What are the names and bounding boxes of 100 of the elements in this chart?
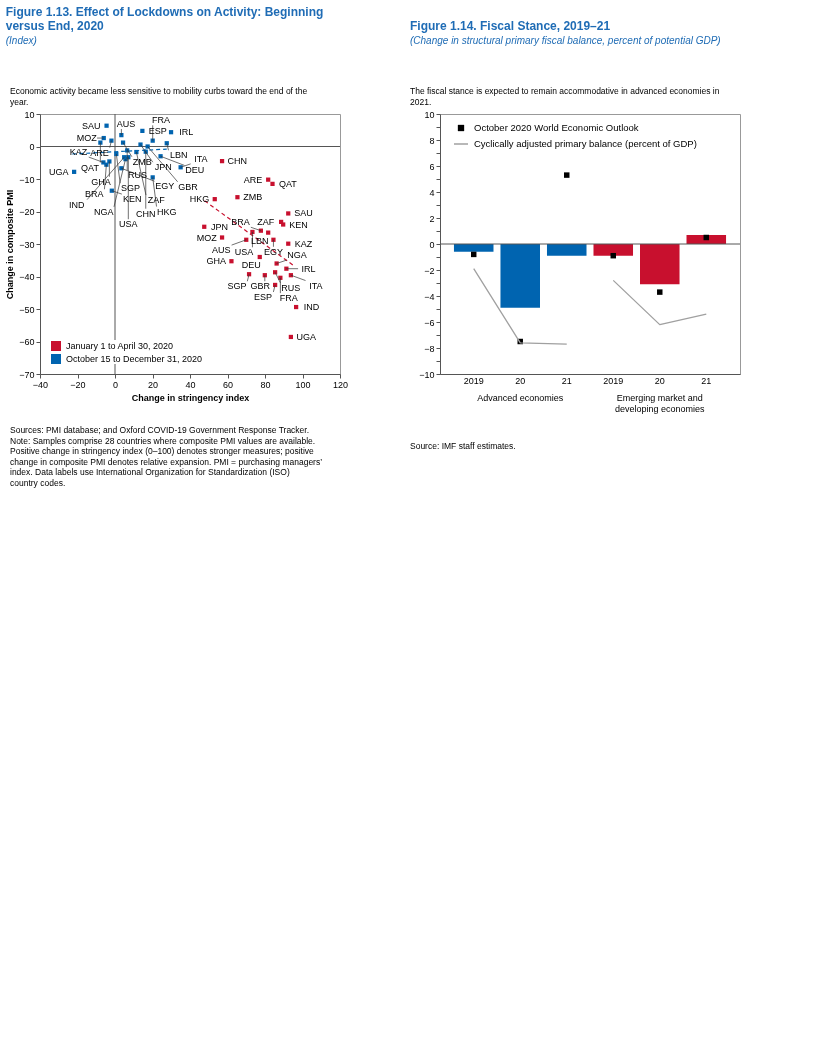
- x-tick-label: 40: [185, 379, 196, 390]
- x-tick-label: 2019: [603, 375, 624, 386]
- y-tick-label: −10: [419, 369, 435, 380]
- y-tick-label: 10: [24, 109, 35, 120]
- y-tick-label: −40: [19, 272, 35, 282]
- annotation: CHN: [136, 208, 156, 219]
- y-tick-label: −30: [19, 239, 35, 250]
- annotation: RUS: [281, 282, 301, 293]
- annotation: SAU: [82, 120, 101, 131]
- chart-title: Figure 1.13. Effect of Lockdowns on Activity: Beginning versus End, 2020: [5, 5, 324, 33]
- y-tick-label: −60: [19, 337, 35, 347]
- x-tick-label: −20: [70, 379, 86, 390]
- annotation: ARE: [243, 174, 263, 185]
- y-tick-label: 6: [429, 161, 435, 172]
- y-tick-label: −20: [19, 207, 35, 217]
- y-tick-label: −2: [424, 265, 435, 276]
- annotation: ZMB: [243, 192, 263, 203]
- y-tick-label: −6: [424, 317, 435, 328]
- annotation: IRL: [301, 263, 316, 274]
- annotation: FRA: [152, 115, 171, 126]
- annotation: QAT: [278, 178, 298, 189]
- annotation: EGY: [155, 181, 175, 192]
- annotation: IND: [303, 302, 320, 313]
- annotation: USA: [119, 219, 138, 230]
- annotation: KAZ: [69, 147, 88, 158]
- annotation: HKG: [189, 194, 210, 205]
- annotation: DEU: [241, 260, 261, 271]
- legend-label: Cyclically adjusted primary balance (percent of GDP): [474, 138, 697, 149]
- annotation: AUS: [116, 119, 136, 130]
- y-tick-label: 2: [429, 213, 435, 224]
- annotation: ZMB: [132, 156, 152, 167]
- annotation: IND: [69, 199, 86, 210]
- annotation: KAZ: [294, 238, 313, 249]
- y-tick-label: 8: [429, 135, 435, 146]
- chart-subtitle: (Change in structural primary fiscal balance, percent of potential GDP): [410, 35, 721, 46]
- x-tick-label: 80: [260, 379, 271, 390]
- y-axis-title: Change in composite PMI: [5, 189, 16, 300]
- x-tick-label: 20: [515, 375, 526, 386]
- text: Economic activity became less sensitive to mobility curbs toward the end of the year.: [10, 86, 308, 107]
- annotation: EGY: [263, 246, 283, 257]
- x-axis-title: Change in stringency index: [131, 392, 250, 403]
- annotation: ZAF: [257, 216, 275, 227]
- legend-label: January 1 to April 30, 2020: [66, 341, 174, 351]
- annotation: HKG: [157, 206, 177, 217]
- x-tick-label: 20: [147, 379, 159, 390]
- x-tick-label: 20: [654, 375, 665, 386]
- text: Emerging market and developing economies: [614, 393, 706, 414]
- annotation: BRA: [231, 217, 250, 228]
- annotation: NGA: [93, 206, 114, 217]
- annotation: LBN: [170, 150, 188, 161]
- annotation: KEN: [122, 194, 142, 205]
- x-tick-label: 120: [332, 379, 349, 390]
- annotation: AUS: [212, 245, 231, 256]
- source-note: Source: IMF staff estimates.: [410, 441, 516, 451]
- x-tick-label: 21: [561, 375, 572, 386]
- annotation: LBN: [250, 236, 269, 247]
- annotation: ARE: [90, 147, 109, 158]
- annotation: UGA: [296, 331, 316, 342]
- y-tick-label: 4: [429, 187, 435, 198]
- annotation: RUS: [128, 170, 148, 181]
- x-tick-label: 0: [112, 379, 119, 390]
- text: The fiscal stance is expected to remain accommodative in advanced economies in 2021.: [410, 86, 720, 107]
- annotation: JPN: [211, 221, 229, 232]
- y-tick-label: −8: [424, 343, 435, 354]
- annotation: UGA: [49, 166, 69, 177]
- annotation: DEU: [185, 165, 205, 176]
- annotation: IRL: [179, 127, 194, 138]
- annotation: BRA: [84, 189, 104, 200]
- annotation: SAU: [294, 208, 313, 219]
- annotation: MOZ: [196, 232, 218, 243]
- annotation: QAT: [81, 162, 100, 173]
- text: Advanced economies: [477, 393, 564, 403]
- annotation: SGP: [120, 183, 140, 194]
- annotation: GBR: [178, 181, 199, 192]
- y-tick-label: 10: [424, 109, 435, 120]
- y-tick-label: −50: [19, 304, 35, 315]
- annotation: ZAF: [147, 195, 166, 206]
- annotation: NGA: [287, 250, 307, 261]
- x-tick-label: 60: [222, 379, 234, 390]
- annotation: JPN: [154, 162, 172, 173]
- annotation: KEN: [289, 219, 308, 230]
- y-tick-label: −10: [19, 174, 35, 185]
- annotation: FRA: [279, 293, 298, 304]
- source-note: Sources: PMI database; and Oxford COVID-19 Government Response Tracker.: [10, 425, 310, 435]
- annotation: USA: [234, 247, 254, 258]
- annotation: GHA: [91, 176, 111, 187]
- y-tick-label: 0: [429, 239, 435, 250]
- x-tick-label: 21: [701, 375, 712, 386]
- chart-title: Figure 1.14. Fiscal Stance, 2019–21: [410, 19, 611, 33]
- legend-label: October 15 to December 31, 2020: [66, 354, 203, 364]
- x-tick-label: 100: [295, 379, 311, 390]
- annotation: ESP: [148, 125, 167, 136]
- legend-label: October 2020 World Economic Outlook: [474, 122, 639, 133]
- annotation: ESP: [254, 291, 273, 302]
- annotation: GBR: [250, 281, 271, 292]
- annotation: GHA: [206, 256, 226, 267]
- text: Note: Samples comprise 28 countries where composite PMI values are available. Positive change in stringency index (0–100) denotes stronger measures; positive change in composite PMI denotes relative expansion. PMI = purchasing managers’ index. Data labels use International Organization for Standardization (ISO) country codes.: [10, 435, 323, 488]
- chart-subtitle: (Index): [5, 35, 37, 46]
- annotation: ITA: [309, 280, 323, 291]
- annotation: ITA: [194, 153, 208, 164]
